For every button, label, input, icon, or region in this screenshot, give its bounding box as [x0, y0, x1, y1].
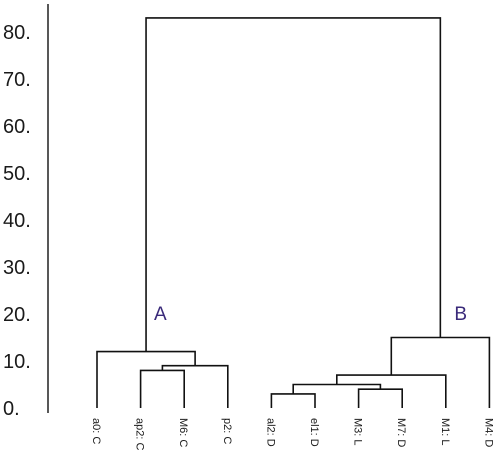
y-tick-label: 30.: [3, 257, 31, 279]
y-tick-label: 60.: [3, 116, 31, 138]
dendrogram-link: [161, 364, 229, 408]
y-axis-ticks: 0. 10. 20. 30. 40. 50. 60. 70. 80.: [3, 22, 31, 420]
leaf-label: M7: D: [395, 418, 407, 447]
leaf-label: M4: D: [482, 418, 494, 447]
y-tick-label: 10.: [3, 351, 31, 373]
y-tick-label: 70.: [3, 69, 31, 91]
leaf-labels: a0: C ap2: C M6: C p2: C al2: D el1: D M3: L M7…: [90, 418, 494, 450]
dendrogram-link: [357, 388, 403, 408]
leaf-label: al2: D: [264, 418, 276, 447]
dendrogram-link: [390, 336, 491, 408]
y-tick-label: 80.: [3, 22, 31, 44]
leaf-label: M1: L: [439, 418, 451, 446]
leaf-label: el1: D: [308, 418, 320, 447]
dendrogram-link: [139, 369, 185, 408]
leaf-label: M3: L: [352, 418, 364, 446]
dendrogram-link: [336, 374, 447, 408]
dendrogram-links: [96, 17, 491, 408]
leaf-label: ap2: C: [134, 418, 146, 450]
y-tick-label: 0.: [3, 398, 20, 420]
cluster-label-a: A: [154, 304, 167, 325]
dendrogram-link: [145, 17, 442, 352]
leaf-label: a0: C: [90, 418, 102, 444]
y-tick-label: 20.: [3, 304, 31, 326]
dendrogram-link: [96, 350, 196, 408]
dendrogram-link: [270, 393, 316, 408]
cluster-label-b: B: [454, 304, 467, 325]
leaf-label: p2: C: [221, 418, 233, 444]
leaf-label: M6: C: [177, 418, 189, 447]
y-tick-label: 40.: [3, 210, 31, 232]
y-tick-label: 50.: [3, 163, 31, 185]
